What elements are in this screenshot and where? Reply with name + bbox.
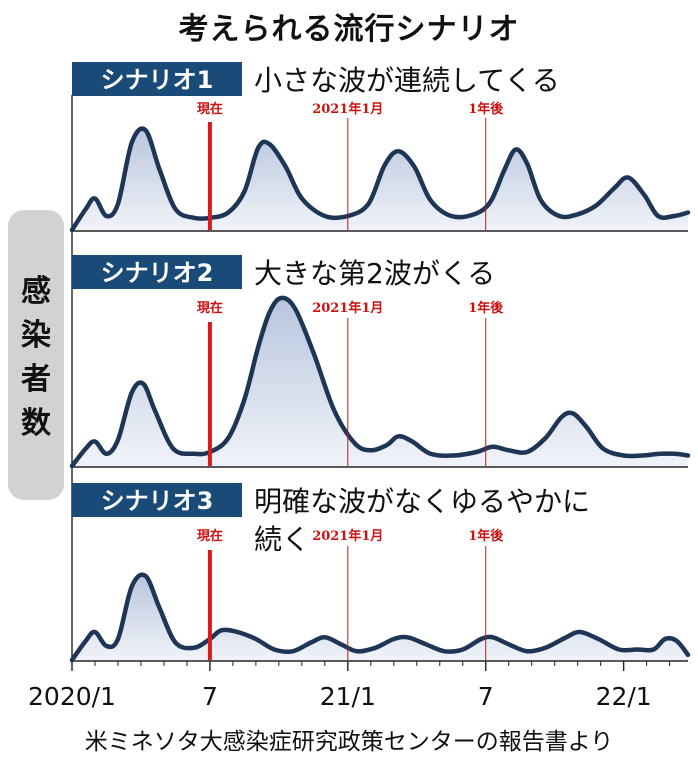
time-guide-label: 1年後: [468, 528, 504, 544]
source-note: 米ミネソタ大感染症研究政策センターの報告書より: [84, 729, 614, 755]
x-tick-label: 2020/1: [28, 682, 116, 711]
x-tick-label: 7: [478, 682, 494, 711]
scenario-tag: シナリオ2: [101, 259, 214, 287]
y-axis-label: 感染者数: [8, 270, 64, 446]
scenario-heading: 小さな波が連続してくる: [254, 64, 560, 97]
y-axis-label-text: 感染者数: [21, 274, 51, 441]
scenario-curve: [69, 572, 691, 663]
scenario-tag-box: [72, 62, 242, 96]
time-guide-label: 2021年1月: [312, 300, 383, 316]
scenario-tag-box: [72, 255, 242, 289]
scenario-tag: シナリオ3: [101, 487, 214, 515]
scenario-heading-line2: 続く: [254, 523, 310, 556]
scenario-curve: [69, 295, 691, 469]
now-marker-label: 現在: [197, 300, 223, 316]
x-tick-label: 7: [202, 682, 218, 711]
chart-title: 考えられる流行シナリオ: [178, 12, 520, 47]
time-guide-label: 1年後: [468, 300, 504, 316]
time-guide-label: 2021年1月: [312, 101, 383, 117]
x-tick-label: 22/1: [596, 682, 652, 711]
scenario-tag-box: [72, 483, 242, 517]
scenario-heading: 大きな第2波がくる: [254, 257, 495, 290]
x-tick-label: 21/1: [320, 682, 376, 711]
y-axis-label-background: [8, 210, 64, 500]
scenario-curve: [69, 126, 691, 233]
scenario-area-fill: [72, 574, 688, 660]
scenario-area-fill: [72, 297, 688, 466]
time-guide-label: 2021年1月: [312, 528, 383, 544]
now-marker-label: 現在: [197, 528, 223, 544]
scenario-tag: シナリオ1: [101, 66, 214, 94]
now-marker-label: 現在: [197, 101, 223, 117]
scenario-heading: 明確な波がなくゆるやかに: [254, 485, 590, 518]
time-guide-label: 1年後: [468, 101, 504, 117]
